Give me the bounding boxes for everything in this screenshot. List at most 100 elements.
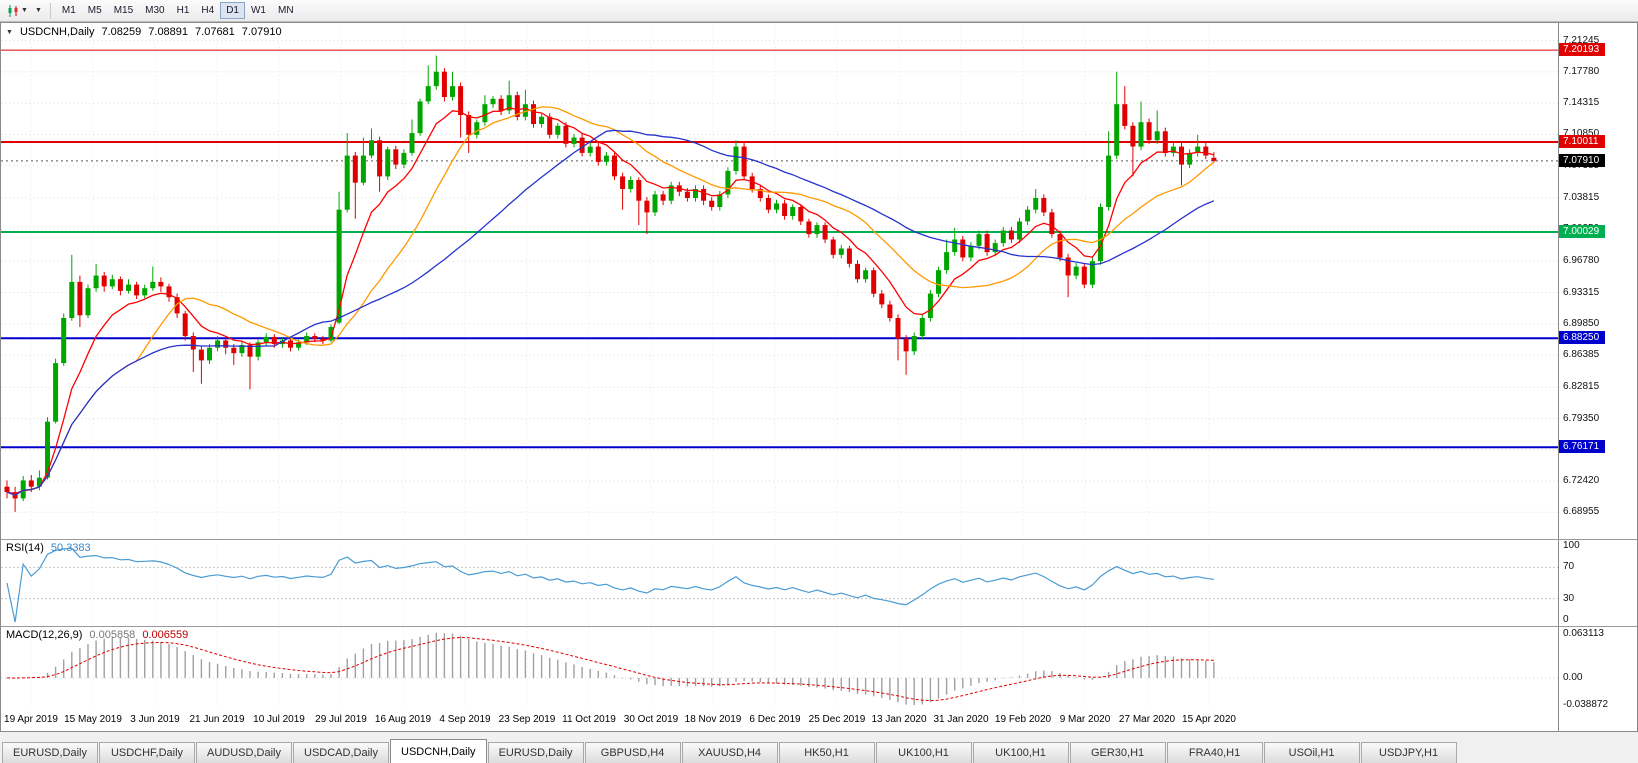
chart-tabs: EURUSD,Daily USDCHF,Daily AUDUSD,Daily USDC… — [2, 739, 1458, 763]
timeframe-button-D1[interactable]: D1 — [220, 2, 245, 19]
price-tick-label: 6.89850 — [1563, 317, 1600, 329]
chart-tab-gbpusd-h4[interactable]: GBPUSD,H4 — [584, 742, 681, 763]
date-label: 23 Sep 2019 — [498, 714, 556, 725]
timeframe-button-W1[interactable]: W1 — [250, 5, 266, 16]
date-label: 9 Mar 2020 — [1059, 714, 1111, 725]
chart-tab-eurusd-daily[interactable]: EURUSD,Daily — [487, 742, 584, 763]
chart-tab-audusd-daily[interactable]: AUDUSD,Daily — [196, 742, 292, 763]
rsi-pane: RSI(14) 50.3383 100 70 30 0 — [1, 539, 1637, 626]
date-label: 21 Jun 2019 — [189, 714, 245, 725]
chart-tab-usdcad-daily[interactable]: USDCAD,Daily — [293, 742, 389, 763]
caret-down-icon: ▼ — [34, 7, 42, 14]
ohlc-high: 7.08891 — [148, 26, 189, 38]
macd-pane: MACD(12,26,9) 0.005858 0.006559 0.063113… — [1, 626, 1637, 711]
date-label: 11 Oct 2019 — [562, 714, 616, 725]
chart-symbol-label: USDCNH,Daily — [19, 26, 95, 38]
rsi-canvas[interactable] — [1, 540, 1558, 626]
chart-dropdown-icon[interactable]: ▼ — [6, 28, 13, 36]
price-level-badge: 7.20193 — [1559, 43, 1605, 57]
price-axis[interactable]: 7.212457.177807.143157.108507.073857.038… — [1558, 23, 1637, 539]
date-label: 6 Dec 2019 — [749, 714, 801, 725]
rsi-level-label: 100 — [1563, 540, 1580, 551]
timeframe-button-H4[interactable]: H4 — [201, 5, 215, 16]
timeframe-toolbar: ▼ ▼ M1 M5 M15 M30 H1 H4 D1 W1 MN — [0, 0, 1638, 22]
chart-tab-ger30-h1[interactable]: GER30,H1 — [1069, 742, 1166, 763]
date-label: 15 May 2019 — [64, 714, 122, 725]
timeframe-button-H1[interactable]: H1 — [176, 5, 190, 16]
macd-scale-label: -0.038872 — [1563, 699, 1609, 710]
date-label: 13 Jan 2020 — [871, 714, 927, 725]
macd-canvas[interactable] — [1, 627, 1558, 711]
date-axis-corner — [1558, 711, 1637, 731]
macd-chart-area[interactable]: MACD(12,26,9) 0.005858 0.006559 — [1, 627, 1558, 711]
date-label: 18 Nov 2019 — [684, 714, 742, 725]
price-chart-area[interactable]: ▼ USDCNH,Daily 7.08259 7.08891 7.07681 7… — [1, 23, 1558, 539]
date-label: 25 Dec 2019 — [808, 714, 866, 725]
price-tick-label: 6.79350 — [1563, 412, 1600, 424]
chart-tab-hk50-h1[interactable]: HK50,H1 — [778, 742, 875, 763]
price-tick-label: 6.86385 — [1563, 349, 1600, 361]
date-label: 3 Jun 2019 — [130, 714, 180, 725]
timeframe-button-M1[interactable]: M1 — [61, 5, 76, 16]
date-label: 27 Mar 2020 — [1118, 714, 1176, 725]
macd-axis: 0.063113 0.00 -0.038872 — [1558, 627, 1637, 711]
date-label: 10 Jul 2019 — [253, 714, 305, 725]
chart-tab-eurusd-daily[interactable]: EURUSD,Daily — [2, 742, 98, 763]
price-tick-label: 7.14315 — [1563, 97, 1600, 109]
current-price-badge: 7.07910 — [1559, 153, 1605, 167]
candlestick-chart-icon — [8, 4, 18, 17]
chart-type-selector[interactable]: ▼ — [3, 3, 31, 19]
chart-window: ▼ USDCNH,Daily 7.08259 7.08891 7.07681 7… — [0, 22, 1638, 732]
rsi-value: 50.3383 — [50, 542, 91, 554]
macd-scale-label: 0.00 — [1563, 671, 1583, 683]
date-label: 29 Jul 2019 — [315, 714, 367, 725]
macd-label: MACD(12,26,9) 0.005858 0.006559 — [6, 629, 188, 641]
date-label: 16 Aug 2019 — [374, 714, 432, 725]
rsi-name: RSI(14) — [6, 542, 44, 554]
timeframe-button-M5[interactable]: M5 — [87, 5, 102, 16]
chart-tab-xauusd-h4[interactable]: XAUUSD,H4 — [681, 742, 778, 763]
rsi-level-label: 30 — [1563, 592, 1575, 604]
toolbar-separator — [49, 2, 51, 19]
rsi-level-label: 0 — [1563, 614, 1569, 625]
candlestick-canvas[interactable] — [1, 23, 1558, 539]
chart-tab-usdcnh-daily[interactable]: USDCNH,Daily — [390, 739, 487, 763]
chart-tools-dropdown[interactable]: ▼ — [32, 6, 45, 15]
price-tick-label: 6.72420 — [1563, 475, 1600, 487]
chart-tab-usoil-h1[interactable]: USOil,H1 — [1263, 742, 1360, 763]
price-tick-label: 6.82815 — [1563, 381, 1600, 393]
caret-down-icon: ▼ — [21, 7, 28, 14]
price-tick-label: 7.03815 — [1563, 191, 1600, 203]
macd-scale-label: 0.063113 — [1563, 628, 1604, 639]
price-tick-label: 6.68955 — [1563, 506, 1600, 518]
timeframe-button-M15[interactable]: M15 — [113, 5, 134, 16]
macd-name: MACD(12,26,9) — [6, 629, 83, 641]
chart-tab-uk100-h1[interactable]: UK100,H1 — [875, 742, 972, 763]
chart-tab-fra40-h1[interactable]: FRA40,H1 — [1166, 742, 1263, 763]
date-label: 19 Apr 2019 — [4, 714, 58, 725]
timeframe-buttons: M1 M5 M15 M30 H1 H4 D1 W1 MN — [56, 2, 300, 19]
timeframe-button-MN[interactable]: MN — [277, 5, 294, 16]
price-level-badge: 6.88250 — [1559, 331, 1605, 345]
chart-tab-strip: EURUSD,Daily USDCHF,Daily AUDUSD,Daily USDC… — [0, 732, 1638, 763]
chart-tab-uk100-h1[interactable]: UK100,H1 — [972, 742, 1069, 763]
price-tick-label: 7.17780 — [1563, 65, 1600, 77]
chart-tab-usdchf-daily[interactable]: USDCHF,Daily — [99, 742, 195, 763]
ohlc-close: 7.07910 — [241, 26, 282, 38]
date-axis[interactable]: 19 Apr 2019 15 May 2019 3 Jun 2019 21 Jun 2… — [1, 711, 1558, 731]
chart-tab-usdjpy-h1[interactable]: USDJPY,H1 — [1360, 742, 1457, 763]
macd-main-value: 0.005858 — [89, 629, 136, 641]
timeframe-button-M30[interactable]: M30 — [145, 5, 165, 16]
price-level-badge: 7.00029 — [1559, 225, 1605, 239]
chart-title-overlay: ▼ USDCNH,Daily 7.08259 7.08891 7.07681 7… — [6, 26, 282, 38]
date-label: 19 Feb 2020 — [994, 714, 1052, 725]
rsi-axis: 100 70 30 0 — [1558, 540, 1637, 626]
price-tick-label: 7.10850 — [1563, 128, 1600, 140]
price-level-badge: 6.76171 — [1559, 440, 1605, 454]
price-tick-label: 6.96780 — [1563, 255, 1600, 267]
rsi-label: RSI(14) 50.3383 — [6, 542, 91, 554]
date-label: 30 Oct 2019 — [623, 714, 679, 725]
price-level-badge: 7.10011 — [1559, 134, 1605, 148]
date-label: 4 Sep 2019 — [439, 714, 491, 725]
rsi-chart-area[interactable]: RSI(14) 50.3383 — [1, 540, 1558, 626]
